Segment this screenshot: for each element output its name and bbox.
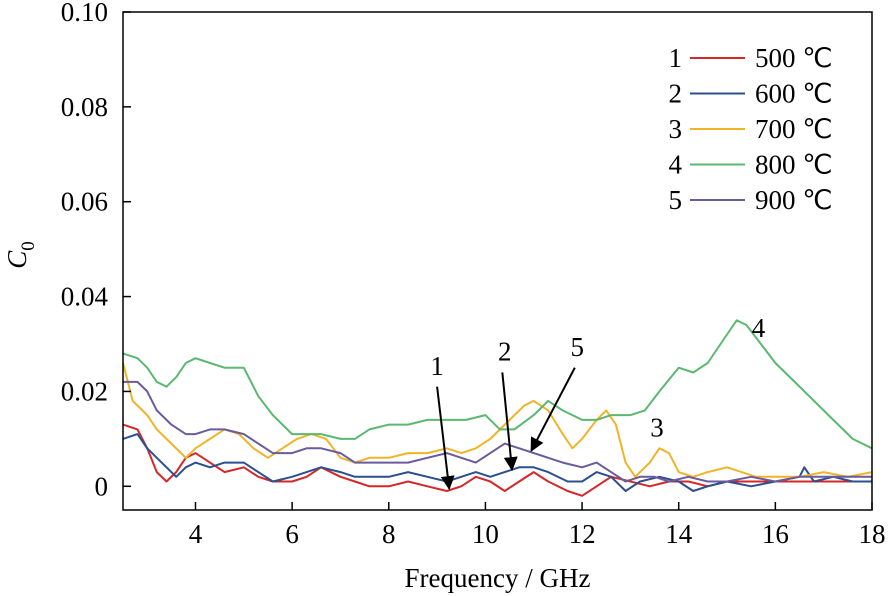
annotation-arrow — [436, 386, 455, 491]
annotation-label: 5 — [570, 332, 584, 362]
x-axis-title: Frequency / GHz — [405, 563, 591, 593]
annotations-layer: 1 2 5 3 4 — [430, 313, 766, 491]
x-tick-label: 8 — [382, 519, 396, 549]
x-tick-label: 16 — [762, 519, 789, 549]
y-axis-title-subscript: 0 — [18, 241, 39, 251]
annotation-label: 4 — [752, 313, 766, 343]
x-tick-label: 12 — [569, 519, 596, 549]
legend-label: 900 ℃ — [755, 185, 833, 215]
annotation-arrow — [501, 372, 518, 472]
legend-label: 500 ℃ — [755, 43, 833, 73]
x-tick-label: 10 — [472, 519, 499, 549]
y-tick-label: 0.10 — [61, 0, 108, 27]
x-tick-label: 14 — [665, 519, 693, 549]
y-tick-label: 0.06 — [61, 187, 108, 217]
legend-number: 5 — [669, 185, 683, 215]
legend-number: 2 — [669, 79, 683, 109]
legend-number: 4 — [669, 150, 683, 180]
x-tick-label: 4 — [189, 519, 203, 549]
x-tick-label: 6 — [285, 519, 299, 549]
legend: 1 500 ℃ 2 600 ℃ 3 700 ℃ 4 800 ℃ 5 900 ℃ — [669, 43, 833, 215]
y-tick-label: 0.04 — [61, 282, 109, 312]
series-line-5 — [123, 380, 872, 483]
legend-number: 1 — [669, 43, 683, 73]
annotation-arrow — [530, 367, 576, 452]
series-line-3 — [122, 362, 873, 478]
legend-label: 800 ℃ — [755, 150, 833, 180]
x-tick-label: 18 — [859, 519, 886, 549]
legend-number: 3 — [669, 114, 683, 144]
annotation-label: 3 — [650, 412, 664, 442]
y-axis-title: C0 — [2, 241, 39, 269]
legend-label: 700 ℃ — [755, 114, 833, 144]
y-tick-label: 0.08 — [61, 92, 108, 122]
legend-label: 600 ℃ — [755, 79, 833, 109]
plot-frame — [122, 11, 873, 511]
y-tick-label: 0.02 — [61, 376, 108, 406]
series-line-4 — [122, 319, 873, 450]
annotation-label: 2 — [498, 337, 512, 367]
y-axis-title-main: C — [2, 250, 32, 269]
y-tick-label: 0 — [95, 471, 109, 501]
annotation-label: 1 — [430, 351, 444, 381]
